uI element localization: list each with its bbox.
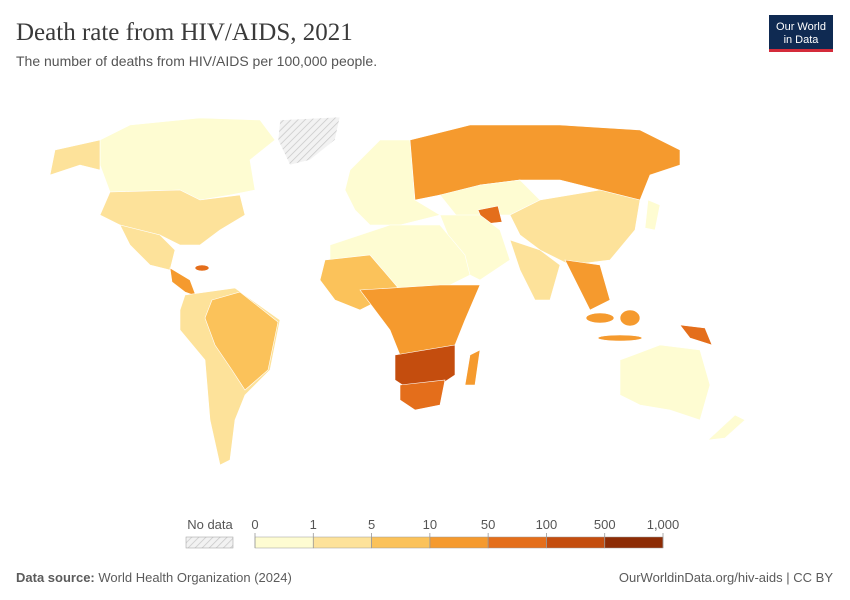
southeast-asia xyxy=(564,259,611,311)
source-text: World Health Organization (2024) xyxy=(98,570,291,585)
logo-text: in Data xyxy=(784,34,820,46)
legend-bin xyxy=(254,536,314,549)
legend-bin xyxy=(546,536,605,549)
logo-text: Our World xyxy=(776,21,826,33)
legend-bin xyxy=(604,536,664,549)
title: Death rate from HIV/AIDS, 2021 xyxy=(16,19,353,46)
indonesia xyxy=(585,312,615,324)
legend-tick-label: 1,000 xyxy=(647,517,680,532)
australia xyxy=(619,344,711,421)
south-africa xyxy=(399,379,446,411)
no-data-label: No data xyxy=(187,517,233,532)
usa xyxy=(99,189,246,246)
central-east-africa xyxy=(359,284,481,361)
papua-new-guinea xyxy=(679,324,713,346)
logo-bar xyxy=(769,49,833,52)
source-label: Data source: xyxy=(16,570,95,585)
alaska xyxy=(49,139,101,176)
new-zealand xyxy=(707,414,746,441)
legend-bin xyxy=(429,536,489,549)
legend-bin xyxy=(313,536,372,549)
legend-tick-label: 500 xyxy=(594,517,616,532)
legend-tick-label: 1 xyxy=(310,517,317,532)
brazil xyxy=(204,291,279,391)
china xyxy=(509,189,641,266)
japan xyxy=(644,199,661,231)
no-data-swatch xyxy=(185,536,234,549)
world-map xyxy=(49,116,746,466)
subtitle: The number of deaths from HIV/AIDS per 1… xyxy=(16,53,377,69)
indonesia xyxy=(619,309,641,327)
legend-tick-label: 100 xyxy=(536,517,558,532)
madagascar xyxy=(464,349,481,386)
canada xyxy=(99,117,276,201)
legend-tick-label: 0 xyxy=(251,517,258,532)
legend-tick-label: 5 xyxy=(368,517,375,532)
indonesia xyxy=(597,334,643,342)
logo[interactable]: Our World in Data xyxy=(769,15,833,52)
link[interactable]: OurWorldinData.org/hiv-aids | CC BY xyxy=(619,570,833,585)
legend: No data 0 1 5 10 50 100 500 1,000 xyxy=(185,517,680,549)
central-america xyxy=(169,267,197,297)
caribbean xyxy=(194,264,210,272)
source: Data source: World Health Organization (… xyxy=(16,570,292,585)
russia xyxy=(409,124,681,201)
legend-tick-label: 10 xyxy=(423,517,437,532)
legend-tick-label: 50 xyxy=(481,517,495,532)
legend-bin xyxy=(371,536,431,549)
europe xyxy=(344,139,441,226)
legend-bin xyxy=(487,536,547,549)
india xyxy=(509,239,561,301)
greenland xyxy=(277,116,341,166)
logo-box xyxy=(769,15,833,50)
